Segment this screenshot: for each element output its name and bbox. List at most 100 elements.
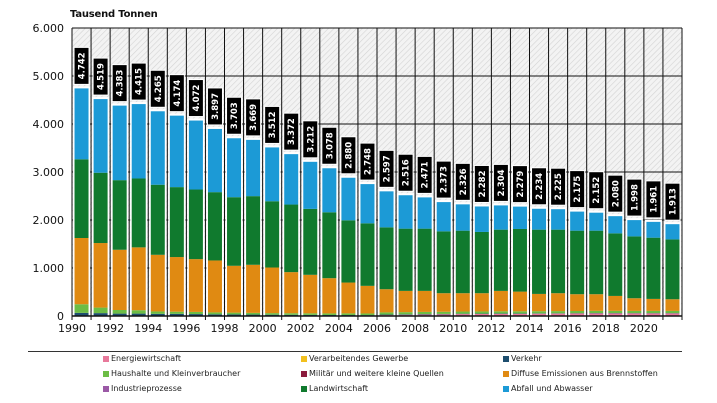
total-label-2012: 2.304 [497, 169, 507, 196]
x-tick-label: 2018 [592, 322, 620, 335]
bar-segment-diffuse-emissionen-aus-brennstoffen-2018 [608, 295, 623, 311]
x-tick-label: 1994 [134, 322, 162, 335]
x-tick-label: 2012 [477, 322, 505, 335]
legend-item-diffuse-emissionen-aus-brennstoffen[interactable]: Diffuse Emissionen aus Brennstoffen [503, 369, 658, 378]
bar-segment-haushalte-und-kleinverbraucher-2004 [341, 313, 356, 316]
bar-segment-landwirtschaft-1997 [207, 192, 222, 261]
x-tick-label: 1998 [211, 322, 239, 335]
legend-item-industrieprozesse[interactable]: Industrieprozesse [103, 384, 182, 393]
bar-segment-verkehr-1997 [207, 314, 222, 316]
bar-segment-landwirtschaft-2007 [398, 228, 413, 291]
bar-segment-haushalte-und-kleinverbraucher-1997 [207, 312, 222, 315]
bar-segment-landwirtschaft-1990 [74, 159, 89, 238]
total-label-2021: 1.913 [668, 188, 678, 215]
legend-label: Energiewirtschaft [111, 354, 181, 363]
bar-segment-diffuse-emissionen-aus-brennstoffen-2004 [341, 282, 356, 314]
bar-segment-landwirtschaft-1995 [169, 187, 184, 258]
bar-segment-landwirtschaft-2018 [608, 233, 623, 296]
total-label-box [264, 105, 281, 144]
bar-segment-haushalte-und-kleinverbraucher-1992 [112, 310, 127, 314]
bar-segment-energiewirtschaft-2015 [551, 313, 566, 316]
bar-segment-abfall-und-abwasser-2008 [417, 197, 432, 229]
total-label-2010: 2.326 [459, 168, 469, 195]
legend-item-energiewirtschaft[interactable]: Energiewirtschaft [103, 354, 181, 363]
bar-segment-diffuse-emissionen-aus-brennstoffen-2001 [284, 272, 299, 314]
bar-segment-diffuse-emissionen-aus-brennstoffen-1994 [150, 254, 165, 312]
bar-segment-landwirtschaft-2016 [570, 230, 585, 295]
bar-segment-landwirtschaft-2019 [627, 236, 642, 299]
total-label-box [435, 160, 452, 199]
legend-swatch [301, 385, 307, 392]
total-label-box [626, 178, 643, 217]
total-label-2011: 2.282 [478, 170, 488, 197]
bar-segment-diffuse-emissionen-aus-brennstoffen-2006 [379, 289, 394, 313]
bar-segment-abfall-und-abwasser-1990 [74, 88, 89, 160]
bar-segment-diffuse-emissionen-aus-brennstoffen-2009 [436, 293, 451, 312]
total-label-2004: 2.880 [344, 142, 354, 169]
bar-segment-abfall-und-abwasser-1994 [150, 111, 165, 185]
bar-segment-landwirtschaft-1996 [188, 189, 203, 260]
y-tick-label: 5.000 [33, 70, 65, 83]
legend-item-verkehr[interactable]: Verkehr [503, 354, 542, 363]
x-tick-label: 2016 [554, 322, 582, 335]
bar-segment-abfall-und-abwasser-2000 [265, 147, 280, 202]
bar-segment-abfall-und-abwasser-1997 [207, 128, 222, 193]
bar-segment-energiewirtschaft-2020 [646, 313, 661, 316]
legend-item-abfall-und-abwasser[interactable]: Abfall und Abwasser [503, 384, 593, 393]
bar-segment-diffuse-emissionen-aus-brennstoffen-1999 [246, 264, 261, 313]
x-tick-label: 2020 [630, 322, 658, 335]
bar-segment-landwirtschaft-2020 [646, 237, 661, 299]
bar-segment-diffuse-emissionen-aus-brennstoffen-2000 [265, 267, 280, 314]
x-tick-label: 2014 [516, 322, 544, 335]
total-label-box [492, 163, 509, 202]
total-label-box [588, 171, 605, 210]
total-label-2001: 3.372 [287, 118, 297, 145]
bar-segment-diffuse-emissionen-aus-brennstoffen-2019 [627, 298, 642, 311]
bar-segment-landwirtschaft-2000 [265, 201, 280, 268]
bar-segment-verkehr-1995 [169, 313, 184, 316]
bar-segment-haushalte-und-kleinverbraucher-2012 [493, 311, 508, 314]
bar-segment-diffuse-emissionen-aus-brennstoffen-2008 [417, 290, 432, 312]
total-label-box [245, 98, 262, 137]
bar-segment-landwirtschaft-2021 [665, 239, 680, 300]
total-label-box [359, 142, 376, 181]
legend-item-haushalte-und-kleinverbraucher[interactable]: Haushalte und Kleinverbraucher [103, 369, 240, 378]
bar-segment-energiewirtschaft-2011 [474, 313, 489, 316]
legend-label: Abfall und Abwasser [511, 384, 593, 393]
bar-segment-abfall-und-abwasser-2020 [646, 221, 661, 238]
bar-segment-verkehr-1991 [93, 313, 108, 316]
total-label-box [397, 153, 414, 192]
x-tick-label: 1992 [96, 322, 124, 335]
total-label-1996: 4.072 [192, 85, 202, 112]
y-tick-label: 3.000 [33, 166, 65, 179]
bar-segment-abfall-und-abwasser-2018 [608, 216, 623, 234]
bar-segment-energiewirtschaft-2017 [589, 313, 604, 316]
legend-label: Verkehr [511, 354, 542, 363]
bar-segment-landwirtschaft-2008 [417, 228, 432, 291]
bar-segment-abfall-und-abwasser-2009 [436, 202, 451, 232]
bar-segment-haushalte-und-kleinverbraucher-1990 [74, 304, 89, 313]
legend-item-milit-r-und-weitere-kleine-quellen[interactable]: Militär und weitere kleine Quellen [301, 369, 444, 378]
legend-item-verarbeitendes-gewerbe[interactable]: Verarbeitendes Gewerbe [301, 354, 408, 363]
legend-swatch [103, 385, 109, 392]
total-label-2017: 2.152 [592, 177, 602, 204]
bar-segment-verkehr-2000 [265, 314, 280, 316]
bar-segment-landwirtschaft-2003 [322, 212, 337, 279]
bars [73, 86, 681, 316]
legend-swatch [503, 355, 509, 362]
bar-segment-haushalte-und-kleinverbraucher-2001 [284, 313, 299, 315]
x-tick-label: 2004 [325, 322, 353, 335]
total-label-box [473, 164, 490, 203]
total-labels: 4.742 4.519 4.383 4.415 4.265 4.174 4.072 3.897… [73, 46, 681, 221]
legend-label: Haushalte und Kleinverbraucher [111, 369, 241, 378]
legend-swatch [503, 385, 509, 392]
legend-label: Industrieprozesse [111, 384, 182, 393]
x-tick-label: 2002 [287, 322, 315, 335]
total-label-box [454, 162, 471, 201]
bar-segment-haushalte-und-kleinverbraucher-2003 [322, 313, 337, 315]
legend-item-landwirtschaft[interactable]: Landwirtschaft [301, 384, 368, 393]
bar-segment-abfall-und-abwasser-1992 [112, 105, 127, 181]
bar-segment-diffuse-emissionen-aus-brennstoffen-1993 [131, 247, 146, 311]
bar-segment-verkehr-1994 [150, 313, 165, 316]
total-label-2016: 2.175 [573, 176, 583, 203]
